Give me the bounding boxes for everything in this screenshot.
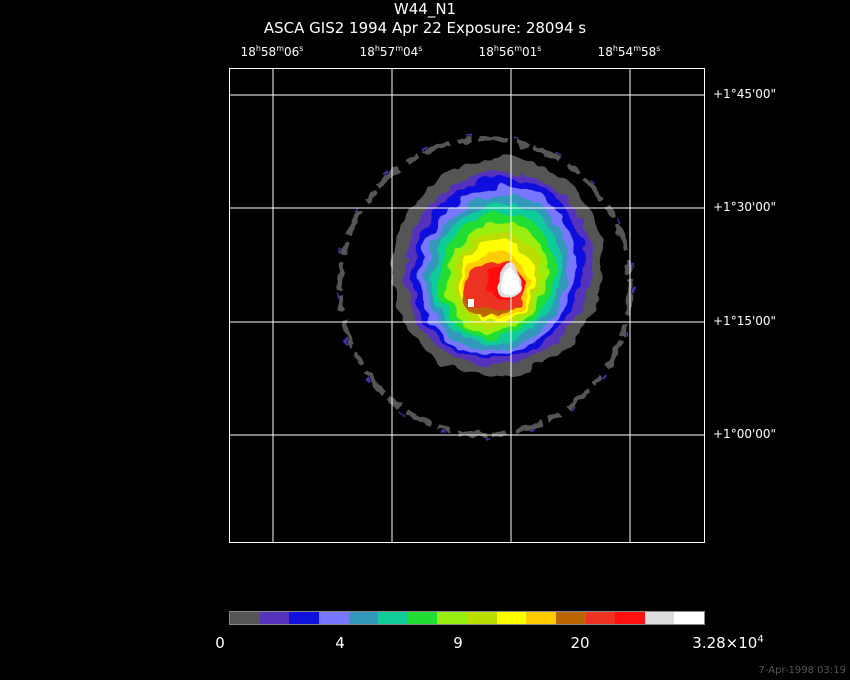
colorbar-swatch: [259, 612, 290, 624]
dec-label: +1°00'00": [713, 427, 777, 441]
xray-image: [230, 69, 704, 542]
colorbar-label: 9: [453, 634, 463, 652]
colorbar-label: 4: [335, 634, 345, 652]
colorbar: [229, 611, 705, 625]
colorbar-label: 20: [570, 634, 590, 652]
coordinate-grid: [230, 69, 704, 542]
timestamp: 7-Apr-1998 03:19: [758, 665, 846, 676]
ra-label: 18h58m06s: [240, 44, 304, 59]
bright-spot: [468, 299, 474, 307]
source-emission: [392, 157, 604, 377]
colorbar-swatch: [407, 612, 438, 624]
colorbar-swatch: [378, 612, 408, 624]
ra-label: 18h54m58s: [597, 44, 661, 59]
dec-label: +1°45'00": [713, 87, 777, 101]
observation-info: ASCA GIS2 1994 Apr 22 Exposure: 28094 s: [263, 19, 587, 37]
colorbar-swatch: [674, 612, 704, 624]
xray-image-frame: [229, 68, 705, 543]
colorbar-swatch: [467, 612, 497, 624]
colorbar-swatch: [615, 612, 645, 624]
colorbar-swatch: [555, 612, 586, 624]
colorbar-swatch: [526, 612, 556, 624]
colorbar-swatch: [496, 612, 527, 624]
image-title: W44_N1: [393, 0, 457, 18]
colorbar-swatch: [230, 612, 260, 624]
dec-label: +1°30'00": [713, 200, 777, 214]
colorbar-max-label: 3.28×104: [692, 634, 764, 652]
colorbar-swatch: [644, 612, 675, 624]
colorbar-label: 0: [215, 634, 225, 652]
colorbar-swatch: [289, 612, 319, 624]
colorbar-swatch: [318, 612, 349, 624]
ra-label: 18h57m04s: [359, 44, 423, 59]
colorbar-swatch: [348, 612, 379, 624]
colorbar-swatch: [437, 612, 467, 624]
dec-label: +1°15'00": [713, 314, 777, 328]
colorbar-swatch: [585, 612, 616, 624]
ra-label: 18h56m01s: [478, 44, 542, 59]
